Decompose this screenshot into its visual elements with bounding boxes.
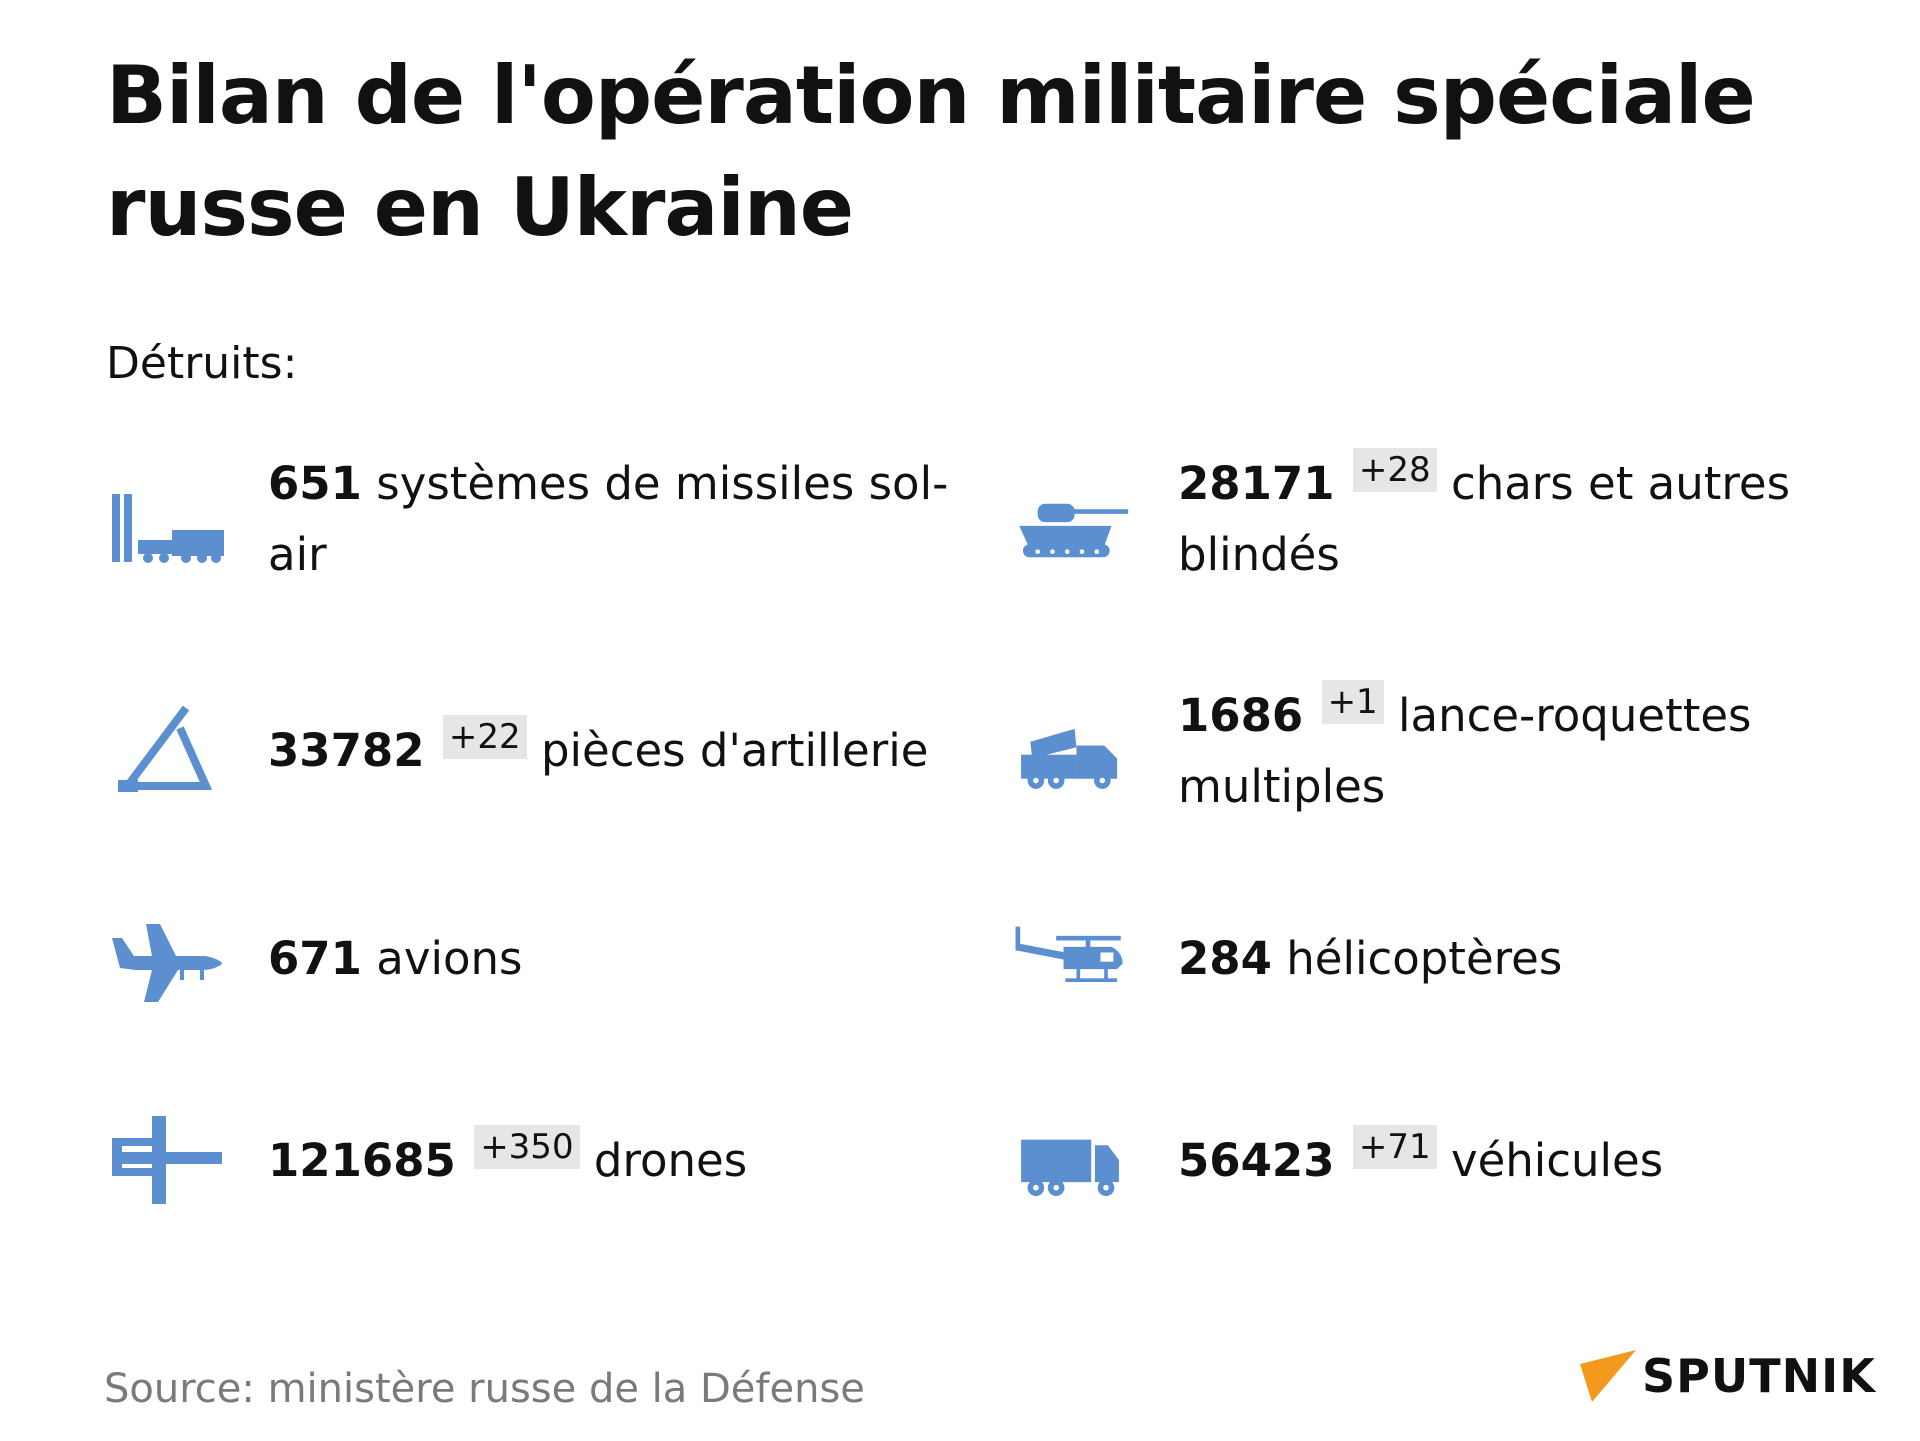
item-label: avions xyxy=(376,931,523,985)
stat-item-drones: 121685 +350 drones xyxy=(106,1110,968,1210)
item-number: 28171 xyxy=(1178,457,1335,510)
stat-item-mlrs: 1686 +1 lance-roquettes multiples xyxy=(1010,680,1878,822)
item-number: 284 xyxy=(1178,931,1272,985)
item-label: véhicules xyxy=(1450,1133,1664,1187)
truck-icon xyxy=(1010,1110,1130,1210)
item-number: 651 xyxy=(268,457,362,510)
item-number: 1686 xyxy=(1178,689,1304,742)
item-label: chars et autres blindés xyxy=(1178,457,1791,581)
stat-item-tanks: 28171 +28 chars et autres blindés xyxy=(1010,448,1878,590)
stat-item-helicopters: 284 hélicoptères xyxy=(1010,908,1878,1008)
item-delta: +1 xyxy=(1321,680,1384,724)
item-number: 121685 xyxy=(268,1133,456,1187)
item-label: lance-roquettes multiples xyxy=(1178,689,1752,813)
source-note: Source: ministère russe de la Défense xyxy=(104,1366,865,1412)
helicopter-icon xyxy=(1010,908,1130,1008)
stat-item-planes: 671 avions xyxy=(106,908,968,1008)
sputnik-logo-icon xyxy=(1580,1350,1636,1402)
item-number: 671 xyxy=(268,931,362,985)
item-delta: +22 xyxy=(442,714,527,759)
stat-item-artillery: 33782 +22 pièces d'artillerie xyxy=(106,700,968,800)
stat-item-sam: 651 systèmes de missiles sol-air xyxy=(106,457,968,590)
tank-icon xyxy=(1010,474,1130,574)
stat-item-vehicles: 56423 +71 véhicules xyxy=(1010,1110,1878,1210)
airplane-icon xyxy=(106,908,226,1008)
artillery-icon xyxy=(106,700,226,800)
item-delta: +350 xyxy=(474,1124,580,1169)
page-title: Bilan de l'opération militaire spéciale … xyxy=(106,49,1756,254)
missile-launcher-icon xyxy=(106,474,226,574)
item-delta: +28 xyxy=(1352,448,1437,492)
drone-icon xyxy=(106,1110,226,1210)
item-number: 56423 xyxy=(1178,1133,1335,1187)
item-label: drones xyxy=(593,1133,748,1187)
item-label: pièces d'artillerie xyxy=(540,723,929,777)
item-label: hélicoptères xyxy=(1286,931,1563,985)
item-label: systèmes de missiles sol-air xyxy=(268,457,949,581)
sputnik-logo: SPUTNIK xyxy=(1578,1348,1876,1404)
item-number: 33782 xyxy=(268,723,425,777)
logo-text: SPUTNIK xyxy=(1642,1349,1876,1403)
item-delta: +71 xyxy=(1352,1124,1437,1169)
subtitle: Détruits: xyxy=(106,338,298,389)
rocket-launcher-truck-icon xyxy=(1010,701,1130,801)
